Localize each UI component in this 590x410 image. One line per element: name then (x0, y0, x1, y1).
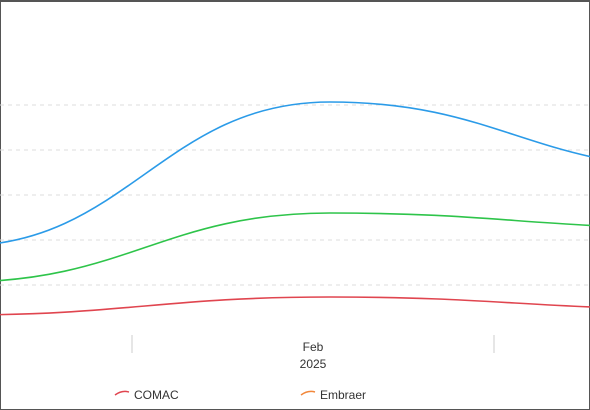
x-tick-label: Feb (303, 340, 324, 354)
series-line-0[interactable] (0, 101, 590, 246)
legend-item-embraer[interactable]: Embraer (300, 388, 366, 402)
series-line-1[interactable] (0, 212, 590, 282)
legend-label-comac: COMAC (134, 388, 179, 402)
series-lines (0, 101, 590, 316)
legend: COMAC Embraer (114, 388, 366, 402)
legend-swatch-comac (114, 390, 130, 396)
legend-label-embraer: Embraer (320, 388, 366, 402)
legend-item-comac[interactable]: COMAC (114, 388, 179, 402)
gridlines (0, 104, 590, 286)
x-axis-ticks: Feb 2025 (131, 335, 495, 371)
legend-swatch-embraer (300, 390, 316, 396)
x-tick-sublabel: 2025 (300, 357, 327, 371)
series-line-2[interactable] (0, 296, 590, 316)
